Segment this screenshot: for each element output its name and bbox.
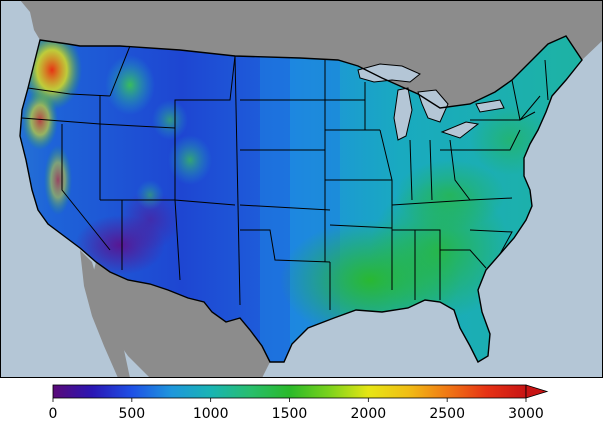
colorbar-tick-label: 1500	[272, 406, 308, 422]
lake-erie	[440, 121, 480, 139]
colorbar-extend-arrow	[525, 384, 549, 399]
colorbar-tick-label: 2500	[429, 406, 465, 422]
colorbar-tick-label: 0	[49, 406, 58, 422]
canada-landmass	[0, 0, 603, 108]
lake-michigan	[393, 87, 413, 141]
colorbar-tick-label: 500	[118, 406, 145, 422]
great-lakes	[357, 63, 505, 141]
colorbar-ticks: 0 500 1000 1500 2000 2500 3000	[49, 398, 544, 422]
colorbar-tick-label: 2000	[351, 406, 387, 422]
colorbar-tick-label: 1000	[193, 406, 229, 422]
state-boundaries	[21, 45, 549, 310]
colorbar-tick-label: 3000	[508, 406, 544, 422]
lake-ontario	[475, 99, 505, 113]
mexico-landmass	[92, 262, 270, 378]
lake-superior	[357, 63, 421, 83]
baja-peninsula	[80, 250, 130, 378]
colorbar: 0 500 1000 1500 2000 2500 3000	[49, 384, 549, 422]
us-outline	[19, 35, 583, 363]
colorbar-gradient	[52, 384, 527, 399]
